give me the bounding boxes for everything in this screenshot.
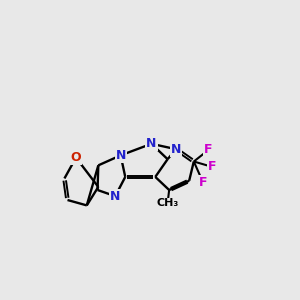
- Text: N: N: [110, 190, 120, 203]
- Text: N: N: [171, 143, 181, 156]
- Text: F: F: [208, 160, 217, 173]
- Text: N: N: [146, 137, 157, 150]
- Text: N: N: [116, 149, 126, 162]
- Text: O: O: [71, 151, 81, 164]
- Text: F: F: [199, 176, 207, 189]
- Text: F: F: [204, 143, 213, 157]
- Text: CH₃: CH₃: [157, 198, 179, 208]
